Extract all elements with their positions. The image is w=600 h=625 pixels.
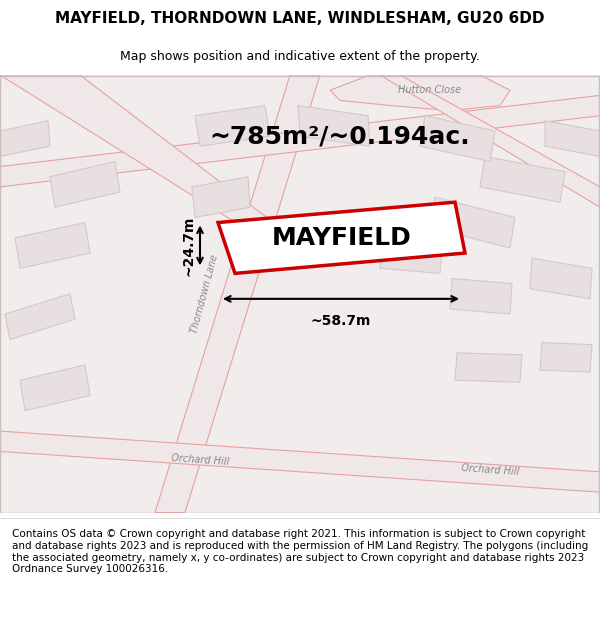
Polygon shape bbox=[0, 75, 600, 512]
Polygon shape bbox=[0, 75, 280, 238]
Text: ~785m²/~0.194ac.: ~785m²/~0.194ac. bbox=[209, 124, 470, 148]
Text: Orchard Hill: Orchard Hill bbox=[461, 462, 520, 477]
Polygon shape bbox=[195, 106, 270, 146]
Polygon shape bbox=[380, 75, 600, 208]
Polygon shape bbox=[545, 121, 600, 156]
Text: ~58.7m: ~58.7m bbox=[311, 314, 371, 328]
Polygon shape bbox=[0, 431, 600, 492]
Polygon shape bbox=[298, 106, 370, 146]
Polygon shape bbox=[20, 365, 90, 411]
Polygon shape bbox=[540, 342, 592, 372]
Polygon shape bbox=[50, 161, 120, 208]
Text: Orchard Hill: Orchard Hill bbox=[170, 452, 229, 467]
Text: MAYFIELD, THORNDOWN LANE, WINDLESHAM, GU20 6DD: MAYFIELD, THORNDOWN LANE, WINDLESHAM, GU… bbox=[55, 11, 545, 26]
Polygon shape bbox=[155, 75, 320, 512]
Text: Map shows position and indicative extent of the property.: Map shows position and indicative extent… bbox=[120, 50, 480, 62]
Polygon shape bbox=[0, 96, 600, 187]
Polygon shape bbox=[455, 352, 522, 382]
Polygon shape bbox=[450, 279, 512, 314]
Polygon shape bbox=[420, 116, 495, 161]
Text: Thorndown Lane: Thorndown Lane bbox=[190, 253, 220, 334]
Polygon shape bbox=[480, 156, 565, 202]
Polygon shape bbox=[218, 202, 465, 273]
Polygon shape bbox=[0, 121, 50, 156]
Polygon shape bbox=[15, 222, 90, 268]
Text: Contains OS data © Crown copyright and database right 2021. This information is : Contains OS data © Crown copyright and d… bbox=[12, 529, 588, 574]
Text: ~24.7m: ~24.7m bbox=[181, 215, 195, 276]
Text: Hutton Close: Hutton Close bbox=[398, 85, 461, 95]
Text: MAYFIELD: MAYFIELD bbox=[272, 226, 412, 250]
Polygon shape bbox=[380, 241, 442, 273]
Polygon shape bbox=[430, 197, 515, 248]
Polygon shape bbox=[330, 75, 510, 111]
Polygon shape bbox=[530, 258, 592, 299]
Polygon shape bbox=[5, 294, 75, 339]
Polygon shape bbox=[192, 177, 250, 217]
